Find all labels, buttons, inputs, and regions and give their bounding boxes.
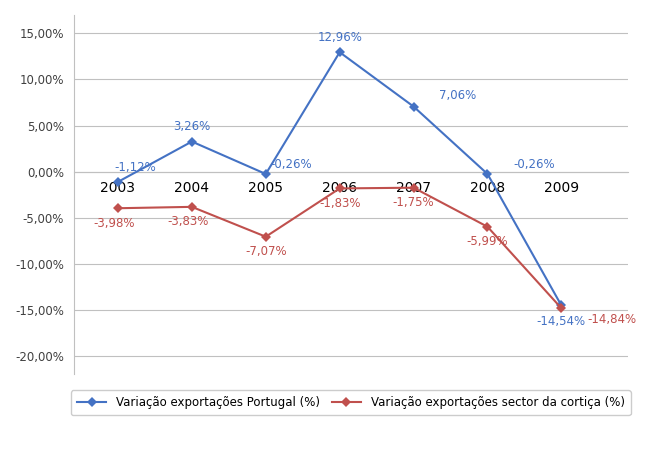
Text: -3,98%: -3,98% bbox=[94, 216, 135, 230]
Variação exportações sector da cortiça (%) bbox=[114, 206, 122, 211]
Text: 12,96%: 12,96% bbox=[317, 31, 362, 44]
Variação exportações Portugal (%) bbox=[410, 104, 418, 109]
Text: 7,06%: 7,06% bbox=[440, 89, 477, 102]
Text: -0,26%: -0,26% bbox=[513, 158, 555, 171]
Text: -0,26%: -0,26% bbox=[271, 158, 313, 171]
Text: -7,07%: -7,07% bbox=[245, 245, 287, 258]
Text: -5,99%: -5,99% bbox=[467, 235, 508, 248]
Text: -14,54%: -14,54% bbox=[537, 315, 586, 328]
Variação exportações Portugal (%) bbox=[557, 303, 565, 308]
Line: Variação exportações sector da cortiça (%): Variação exportações sector da cortiça (… bbox=[114, 184, 565, 312]
Text: -1,12%: -1,12% bbox=[114, 161, 156, 174]
Variação exportações Portugal (%) bbox=[483, 171, 491, 177]
Legend: Variação exportações Portugal (%), Variação exportações sector da cortiça (%): Variação exportações Portugal (%), Varia… bbox=[71, 390, 630, 415]
Text: -3,83%: -3,83% bbox=[168, 215, 209, 228]
Variação exportações sector da cortiça (%) bbox=[410, 185, 418, 190]
Variação exportações sector da cortiça (%) bbox=[188, 204, 196, 210]
Variação exportações Portugal (%) bbox=[114, 179, 122, 184]
Variação exportações Portugal (%) bbox=[188, 139, 196, 144]
Variação exportações sector da cortiça (%) bbox=[483, 224, 491, 230]
Variação exportações sector da cortiça (%) bbox=[336, 186, 344, 191]
Line: Variação exportações Portugal (%): Variação exportações Portugal (%) bbox=[114, 49, 565, 309]
Text: -1,83%: -1,83% bbox=[319, 197, 360, 210]
Variação exportações Portugal (%) bbox=[336, 50, 344, 55]
Variação exportações sector da cortiça (%) bbox=[262, 234, 270, 239]
Variação exportações sector da cortiça (%) bbox=[557, 306, 565, 311]
Variação exportações Portugal (%) bbox=[262, 171, 270, 177]
Text: -14,84%: -14,84% bbox=[587, 313, 636, 326]
Text: -1,75%: -1,75% bbox=[393, 196, 434, 209]
Text: 3,26%: 3,26% bbox=[173, 120, 211, 133]
